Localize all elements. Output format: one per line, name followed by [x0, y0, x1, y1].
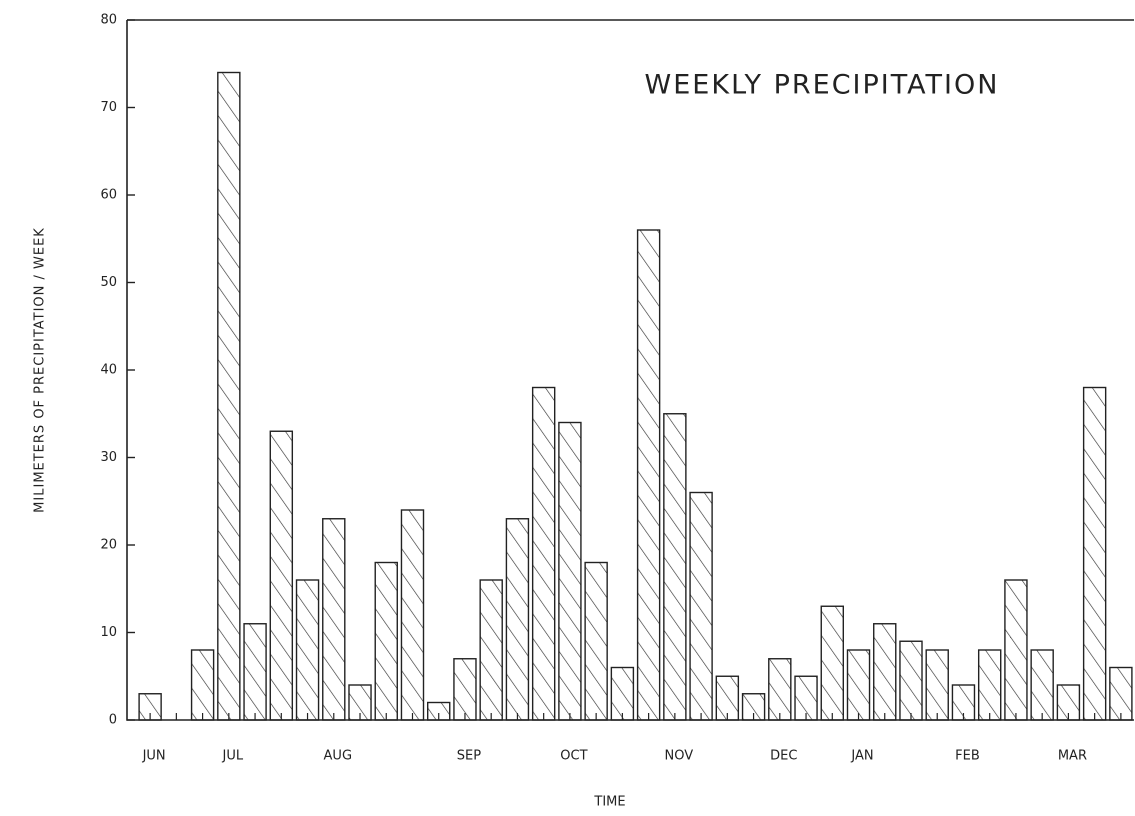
bar: [190, 649, 215, 721]
x-tick-label: NOV: [665, 749, 694, 764]
bar: [1082, 386, 1107, 721]
bar: [269, 430, 294, 721]
bar: [663, 413, 687, 721]
y-tick-label: 40: [100, 363, 117, 378]
bar: [846, 649, 871, 721]
bar: [741, 693, 766, 721]
x-tick-label: FEB: [955, 749, 980, 764]
x-tick-label: AUG: [324, 749, 352, 764]
y-tick-label: 70: [100, 100, 117, 115]
y-tick-label: 80: [100, 13, 117, 28]
bar: [689, 491, 713, 721]
y-tick-label: 50: [100, 275, 117, 290]
y-axis-label: MILIMETERS OF PRECIPITATION / WEEK: [33, 227, 48, 513]
x-tick-label: MAR: [1058, 749, 1087, 764]
bar: [348, 684, 372, 721]
bar: [531, 386, 556, 721]
bar: [1056, 684, 1081, 721]
bar: [951, 684, 976, 721]
bar: [505, 518, 530, 721]
x-tick-label: JUL: [222, 749, 244, 764]
chart-title: WEEKLY PRECIPITATION: [645, 70, 1000, 101]
bar: [873, 623, 897, 721]
bar: [820, 605, 844, 721]
bar: [1109, 666, 1133, 721]
bar: [899, 640, 923, 721]
bar: [794, 675, 818, 721]
bar: [977, 649, 1002, 721]
bar: [715, 675, 740, 721]
bar: [636, 229, 661, 721]
bar: [479, 579, 503, 721]
bar: [584, 561, 608, 721]
x-tick-label: OCT: [560, 749, 587, 764]
x-tick-label: JUN: [142, 749, 166, 764]
x-tick-label: SEP: [457, 749, 481, 764]
x-axis-label: TIME: [593, 795, 625, 810]
x-tick-label: JAN: [850, 749, 873, 764]
bar: [243, 623, 267, 721]
bar: [768, 658, 792, 721]
bar: [427, 701, 451, 721]
y-tick-label: 30: [100, 450, 117, 465]
bar: [217, 71, 241, 721]
bar: [400, 509, 425, 721]
bar: [138, 693, 162, 721]
bar: [1030, 649, 1054, 721]
bar: [1004, 579, 1028, 721]
bar: [925, 649, 949, 721]
x-tick-label: DEC: [770, 749, 797, 764]
bar: [610, 666, 635, 721]
bar: [558, 421, 582, 721]
bar: [374, 561, 398, 721]
bar: [453, 658, 477, 721]
y-tick-label: 0: [109, 713, 117, 728]
bar: [295, 579, 320, 721]
y-tick-label: 20: [100, 538, 117, 553]
bar: [322, 518, 346, 721]
y-tick-label: 60: [100, 188, 117, 203]
y-tick-label: 10: [100, 625, 117, 640]
